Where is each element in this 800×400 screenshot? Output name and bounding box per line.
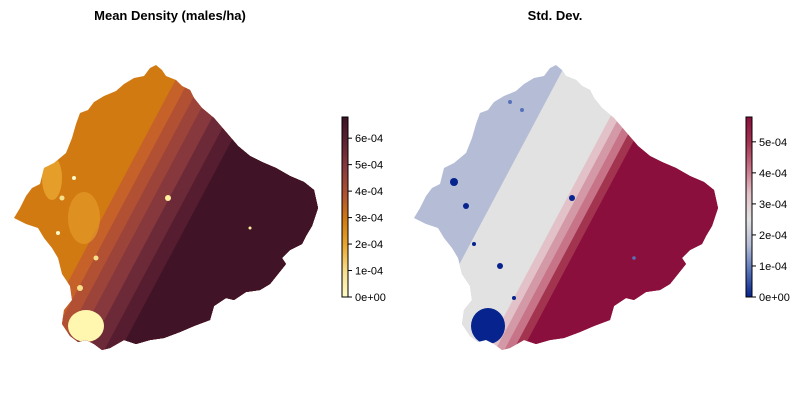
std-dev-tick-label: 3e-04	[759, 199, 787, 211]
mean-density-tick-label: 1e-04	[355, 266, 383, 278]
std-dev-title: Std. Dev.	[527, 8, 583, 23]
std-dev-colorbar: 0e+00 1e-04 2e-04 3e-04 4e-04 5e-04	[745, 116, 790, 304]
std-dev-tick-label: 4e-04	[759, 168, 787, 180]
std-dev-map	[414, 65, 718, 350]
mean-density-title: Mean Density (males/ha)	[94, 8, 246, 23]
mean-density-tick-label: 0e+00	[355, 292, 386, 304]
std-dev-tick-label: 0e+00	[759, 292, 790, 304]
std-dev-tick-label: 2e-04	[759, 230, 787, 242]
std-dev-tick-label: 5e-04	[759, 137, 787, 149]
std-dev-colorbar-gradient	[745, 116, 753, 298]
mean-density-tick-label: 4e-04	[355, 186, 383, 198]
std-dev-tick-label: 1e-04	[759, 261, 787, 273]
mean-density-colorbar: 0e+00 1e-04 2e-04 3e-04 4e-04 5e-04 6e-04	[341, 116, 386, 304]
mean-density-tick-label: 2e-04	[355, 239, 383, 251]
mean-density-tick-label: 3e-04	[355, 213, 383, 225]
mean-density-tick-label: 6e-04	[355, 133, 383, 145]
mean-density-colorbar-gradient	[341, 116, 349, 298]
mean-density-tick-label: 5e-04	[355, 160, 383, 172]
